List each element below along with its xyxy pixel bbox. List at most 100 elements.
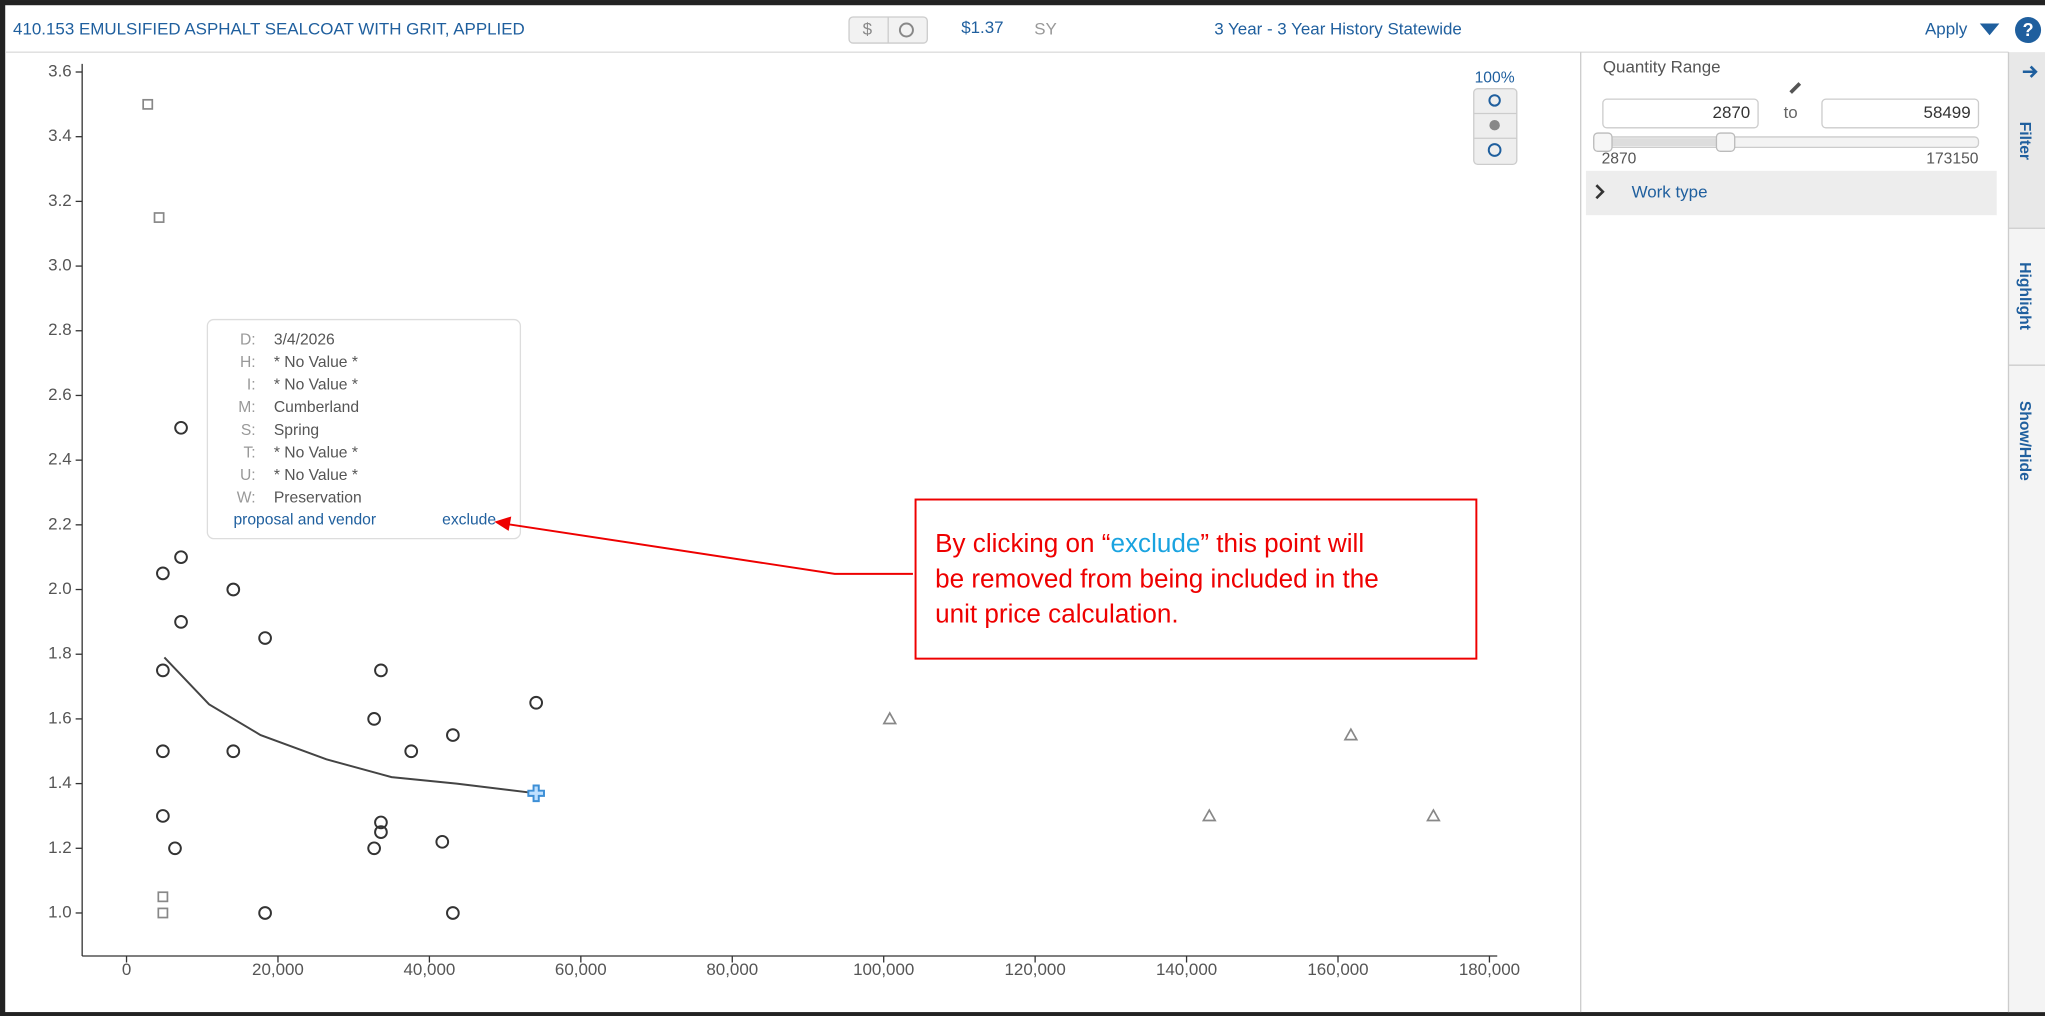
tooltip-key: T: (243, 444, 255, 461)
point[interactable] (404, 744, 419, 759)
work-type[interactable]: Work type (1632, 183, 1708, 202)
info[interactable] (1489, 119, 1500, 131)
point[interactable] (226, 582, 241, 597)
point[interactable] (882, 711, 898, 725)
point[interactable] (529, 695, 544, 710)
tooltip-value: * No Value * (274, 377, 358, 394)
tooltip-value: * No Value * (274, 467, 358, 484)
from-input[interactable] (1602, 98, 1759, 129)
zoom-level: 100% (1475, 69, 1515, 86)
point[interactable] (258, 906, 272, 920)
y-tick-label: 2.8 (48, 320, 72, 339)
collapse-arrow[interactable] (2022, 65, 2038, 78)
y-tick-label: 3.4 (48, 126, 72, 145)
dollar-button[interactable]: $ (863, 19, 873, 38)
side-tab[interactable]: Highlight (2016, 262, 2033, 331)
to-value: 58499 (1924, 103, 1971, 122)
point[interactable] (226, 744, 241, 759)
zoom-in[interactable] (1488, 94, 1501, 107)
y-tick-label: 1.4 (48, 773, 72, 792)
x-tick-label: 120,000 (1005, 960, 1066, 979)
bottom-edge (0, 1012, 2045, 1016)
callout-line: be removed from being included in the (935, 563, 1379, 593)
callout-arrow (508, 523, 913, 575)
point[interactable] (156, 663, 170, 678)
point[interactable] (435, 834, 450, 849)
side-tab[interactable]: Filter (2016, 122, 2033, 160)
y-tick-label: 1.2 (48, 838, 72, 857)
slider-thumb[interactable] (1715, 132, 1736, 152)
tooltip-value: Spring (274, 422, 319, 439)
point[interactable] (174, 420, 188, 435)
help-glyph: ? (2022, 19, 2033, 40)
callout-line: unit price calculation. (935, 598, 1179, 628)
callout-text: ” this point will (1200, 528, 1364, 558)
point[interactable] (374, 825, 388, 839)
active-tab (2008, 52, 2045, 229)
x-tick-label: 180,000 (1459, 960, 1520, 979)
refresh-icon[interactable] (898, 22, 914, 38)
point[interactable] (367, 841, 381, 856)
point[interactable] (142, 98, 154, 110)
y-tick-label: 1.6 (48, 708, 72, 727)
x-tick-label: 20,000 (252, 960, 304, 979)
point[interactable] (168, 841, 182, 856)
selected-point[interactable] (527, 784, 545, 803)
tooltip-key: M: (238, 399, 255, 416)
point[interactable] (157, 891, 169, 903)
callout-highlight: exclude (1110, 528, 1200, 558)
to-label: to (1784, 103, 1798, 122)
apply[interactable]: Apply (1925, 19, 1968, 38)
point[interactable] (1201, 808, 1217, 822)
tooltip-key: U: (240, 467, 256, 484)
slider-thumb[interactable] (1593, 132, 1613, 152)
work-type-row[interactable] (1585, 170, 1997, 216)
top-edge (0, 0, 2045, 6)
y-tick-label: 2.6 (48, 385, 72, 404)
slider-range (1602, 138, 1726, 147)
expand-icon[interactable] (1595, 184, 1605, 200)
reset-zoom[interactable] (1487, 143, 1502, 157)
point[interactable] (156, 744, 170, 759)
tooltip-value: * No Value * (274, 354, 358, 371)
y-tick-label: 2.4 (48, 450, 72, 469)
plot: 1.0 1.2 1.4 1.6 1.8 2.0 2.2 2.4 2.6 2.8 3.0 3.2 3.4 3… (48, 61, 1520, 978)
to-input[interactable] (1821, 98, 1980, 129)
point[interactable] (153, 212, 165, 223)
price: $1.37 (961, 18, 1003, 37)
help-icon[interactable] (2015, 16, 2042, 44)
point[interactable] (156, 809, 170, 823)
history[interactable]: 3 Year - 3 Year History Statewide (1214, 19, 1462, 38)
y-tick-label: 2.2 (48, 514, 72, 533)
callout-line: By clicking on “exclude” this point will (935, 528, 1364, 558)
point[interactable] (446, 906, 460, 920)
tooltip-value: Cumberland (274, 399, 359, 416)
proposal-link[interactable]: proposal and vendor (233, 512, 376, 529)
tooltip-key: S: (241, 422, 256, 439)
x-tick-label: 0 (122, 960, 131, 979)
x-tick-label: 40,000 (403, 960, 455, 979)
exclude-link[interactable]: exclude (442, 512, 496, 529)
point[interactable] (367, 712, 381, 726)
point[interactable] (157, 907, 169, 919)
point[interactable] (156, 566, 170, 581)
x-tick-label: 60,000 (555, 960, 607, 979)
y-tick-label: 1.0 (48, 902, 72, 921)
tooltip-value: 3/4/2026 (274, 332, 335, 349)
edit-icon[interactable] (1789, 82, 1802, 94)
apply-dropdown[interactable] (1979, 23, 2000, 36)
point[interactable] (174, 550, 188, 565)
point[interactable] (1426, 808, 1441, 822)
point[interactable] (174, 615, 188, 629)
point[interactable] (374, 663, 388, 678)
point[interactable] (258, 631, 272, 645)
point[interactable] (374, 815, 388, 830)
point[interactable] (446, 728, 460, 742)
callout-text: By clicking on “ (935, 528, 1110, 558)
x-tick-label: 140,000 (1156, 960, 1217, 979)
x-tick-label: 160,000 (1307, 960, 1368, 979)
trend-line (163, 656, 537, 795)
point[interactable] (1343, 727, 1359, 741)
side-tab[interactable]: Show/Hide (2016, 401, 2033, 481)
